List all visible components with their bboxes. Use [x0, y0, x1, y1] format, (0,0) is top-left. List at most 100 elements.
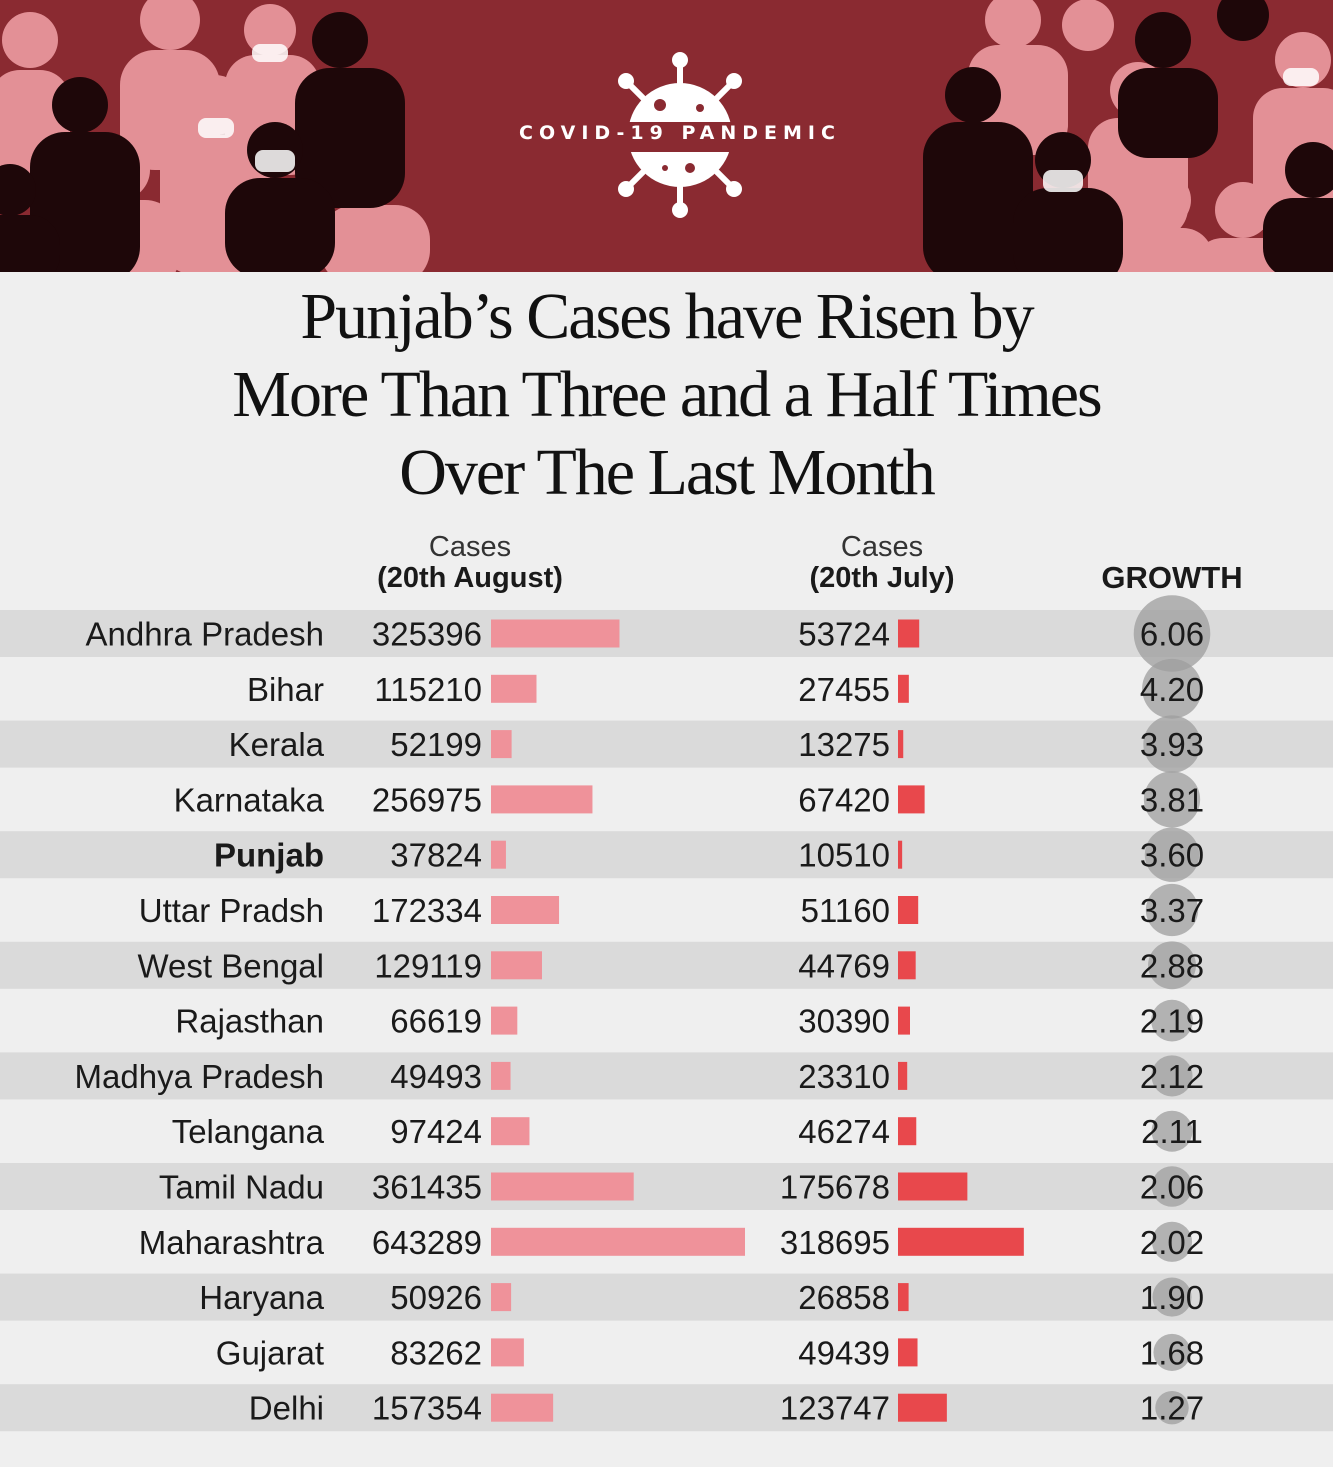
- aug-value-label: 37824: [390, 837, 482, 874]
- header-august-line1: Cases: [428, 531, 512, 563]
- jul-value-label: 123747: [780, 1390, 890, 1427]
- jul-bar: [898, 1227, 1024, 1256]
- growth-circle: [1151, 1166, 1193, 1207]
- jul-value-label: 26858: [798, 1279, 890, 1316]
- row-stripe: [0, 720, 1333, 768]
- aug-value-label: 157354: [372, 1390, 482, 1427]
- virus-icon: [500, 52, 860, 218]
- row-stripe: [0, 1163, 1333, 1210]
- aug-bar: [491, 785, 593, 814]
- aug-bar: [491, 1227, 745, 1256]
- growth-label: 1.90: [1140, 1279, 1204, 1316]
- jul-bar: [898, 1117, 917, 1146]
- growth-circle: [1142, 658, 1202, 719]
- jul-bar: [898, 1393, 947, 1422]
- aug-value-label: 325396: [372, 616, 482, 653]
- aug-value-label: 97424: [390, 1113, 482, 1150]
- growth-label: 2.06: [1140, 1169, 1204, 1206]
- row-stripe: [0, 1052, 1333, 1100]
- jul-value-label: 23310: [798, 1058, 890, 1095]
- growth-label: 1.68: [1140, 1334, 1204, 1371]
- growth-label: 3.60: [1140, 837, 1204, 874]
- title-line-3: Over The Last Month: [399, 436, 936, 509]
- aug-bar: [491, 619, 620, 648]
- growth-label: 4.20: [1140, 671, 1204, 708]
- jul-value-label: 53724: [798, 616, 890, 653]
- aug-value-label: 49493: [390, 1058, 482, 1095]
- header-august: Cases (20th August): [330, 532, 610, 594]
- growth-circle: [1148, 941, 1196, 990]
- jul-bar: [898, 674, 909, 703]
- aug-value-label: 50926: [390, 1279, 482, 1316]
- jul-value-label: 49439: [798, 1334, 890, 1371]
- growth-label: 3.37: [1140, 892, 1204, 929]
- growth-circle: [1133, 595, 1211, 672]
- jul-bar: [898, 785, 925, 814]
- growth-label: 2.11: [1141, 1113, 1203, 1150]
- aug-value-label: 643289: [372, 1224, 482, 1261]
- aug-value-label: 172334: [372, 892, 482, 929]
- aug-bar: [491, 674, 537, 703]
- state-label: Delhi: [249, 1390, 324, 1427]
- jul-bar: [898, 1006, 910, 1035]
- state-label: West Bengal: [138, 947, 325, 984]
- jul-bar: [898, 896, 919, 924]
- jul-value-label: 27455: [798, 671, 890, 708]
- aug-bar: [491, 896, 560, 924]
- aug-bar: [491, 1172, 634, 1201]
- state-label: Telangana: [172, 1113, 325, 1150]
- aug-bar: [491, 1006, 518, 1035]
- aug-bar: [491, 1393, 554, 1422]
- state-label: Kerala: [229, 726, 325, 763]
- header-july-line2: (20th July): [809, 562, 955, 594]
- chart-title: Punjab’s Cases have Risen by More Than T…: [0, 278, 1333, 512]
- state-label: Gujarat: [216, 1334, 324, 1371]
- growth-circle: [1155, 1390, 1189, 1425]
- row-stripe: [0, 610, 1333, 657]
- growth-circle: [1144, 827, 1200, 882]
- growth-label: 3.93: [1140, 726, 1204, 763]
- row-stripe: [0, 831, 1333, 879]
- jul-value-label: 67420: [798, 781, 890, 818]
- state-label: Haryana: [199, 1279, 324, 1316]
- jul-bar: [898, 951, 916, 980]
- jul-value-label: 51160: [801, 892, 890, 929]
- header-august-line2: (20th August): [377, 562, 563, 594]
- row-stripe: [0, 941, 1333, 989]
- aug-value-label: 66619: [390, 1003, 482, 1040]
- jul-value-label: 46274: [798, 1113, 890, 1150]
- aug-value-label: 115210: [374, 671, 482, 708]
- growth-label: 1.27: [1140, 1390, 1204, 1427]
- growth-label: 2.19: [1140, 1003, 1204, 1040]
- growth-label: 3.81: [1140, 781, 1204, 818]
- state-label: Punjab: [214, 837, 324, 874]
- header-july: Cases (20th July): [742, 532, 1022, 594]
- growth-circle: [1143, 771, 1201, 828]
- state-label: Maharashtra: [139, 1224, 325, 1261]
- state-label: Uttar Pradsh: [139, 892, 324, 929]
- aug-value-label: 52199: [390, 726, 482, 763]
- title-line-1: Punjab’s Cases have Risen by: [300, 280, 1034, 353]
- aug-value-label: 129119: [374, 947, 482, 984]
- jul-bar: [898, 619, 920, 648]
- jul-value-label: 10510: [798, 837, 890, 874]
- jul-bar: [898, 730, 904, 759]
- growth-circle: [1151, 999, 1193, 1042]
- jul-value-label: 44769: [798, 947, 890, 984]
- growth-circle: [1153, 1333, 1191, 1371]
- aug-bar: [491, 1338, 524, 1367]
- aug-value-label: 83262: [390, 1334, 482, 1371]
- aug-bar: [491, 730, 512, 759]
- jul-bar: [898, 1338, 918, 1367]
- growth-circle: [1143, 715, 1201, 773]
- banner-label: COVID-19 PANDEMIC: [519, 122, 841, 144]
- row-stripe: [0, 1384, 1333, 1432]
- growth-label: 2.12: [1140, 1058, 1204, 1095]
- aug-value-label: 256975: [372, 781, 482, 818]
- growth-label: 6.06: [1140, 616, 1204, 653]
- aug-bar: [491, 1117, 530, 1146]
- jul-bar: [898, 1061, 908, 1090]
- crowd-illustration-left: [0, 0, 430, 272]
- row-stripe: [0, 1273, 1333, 1321]
